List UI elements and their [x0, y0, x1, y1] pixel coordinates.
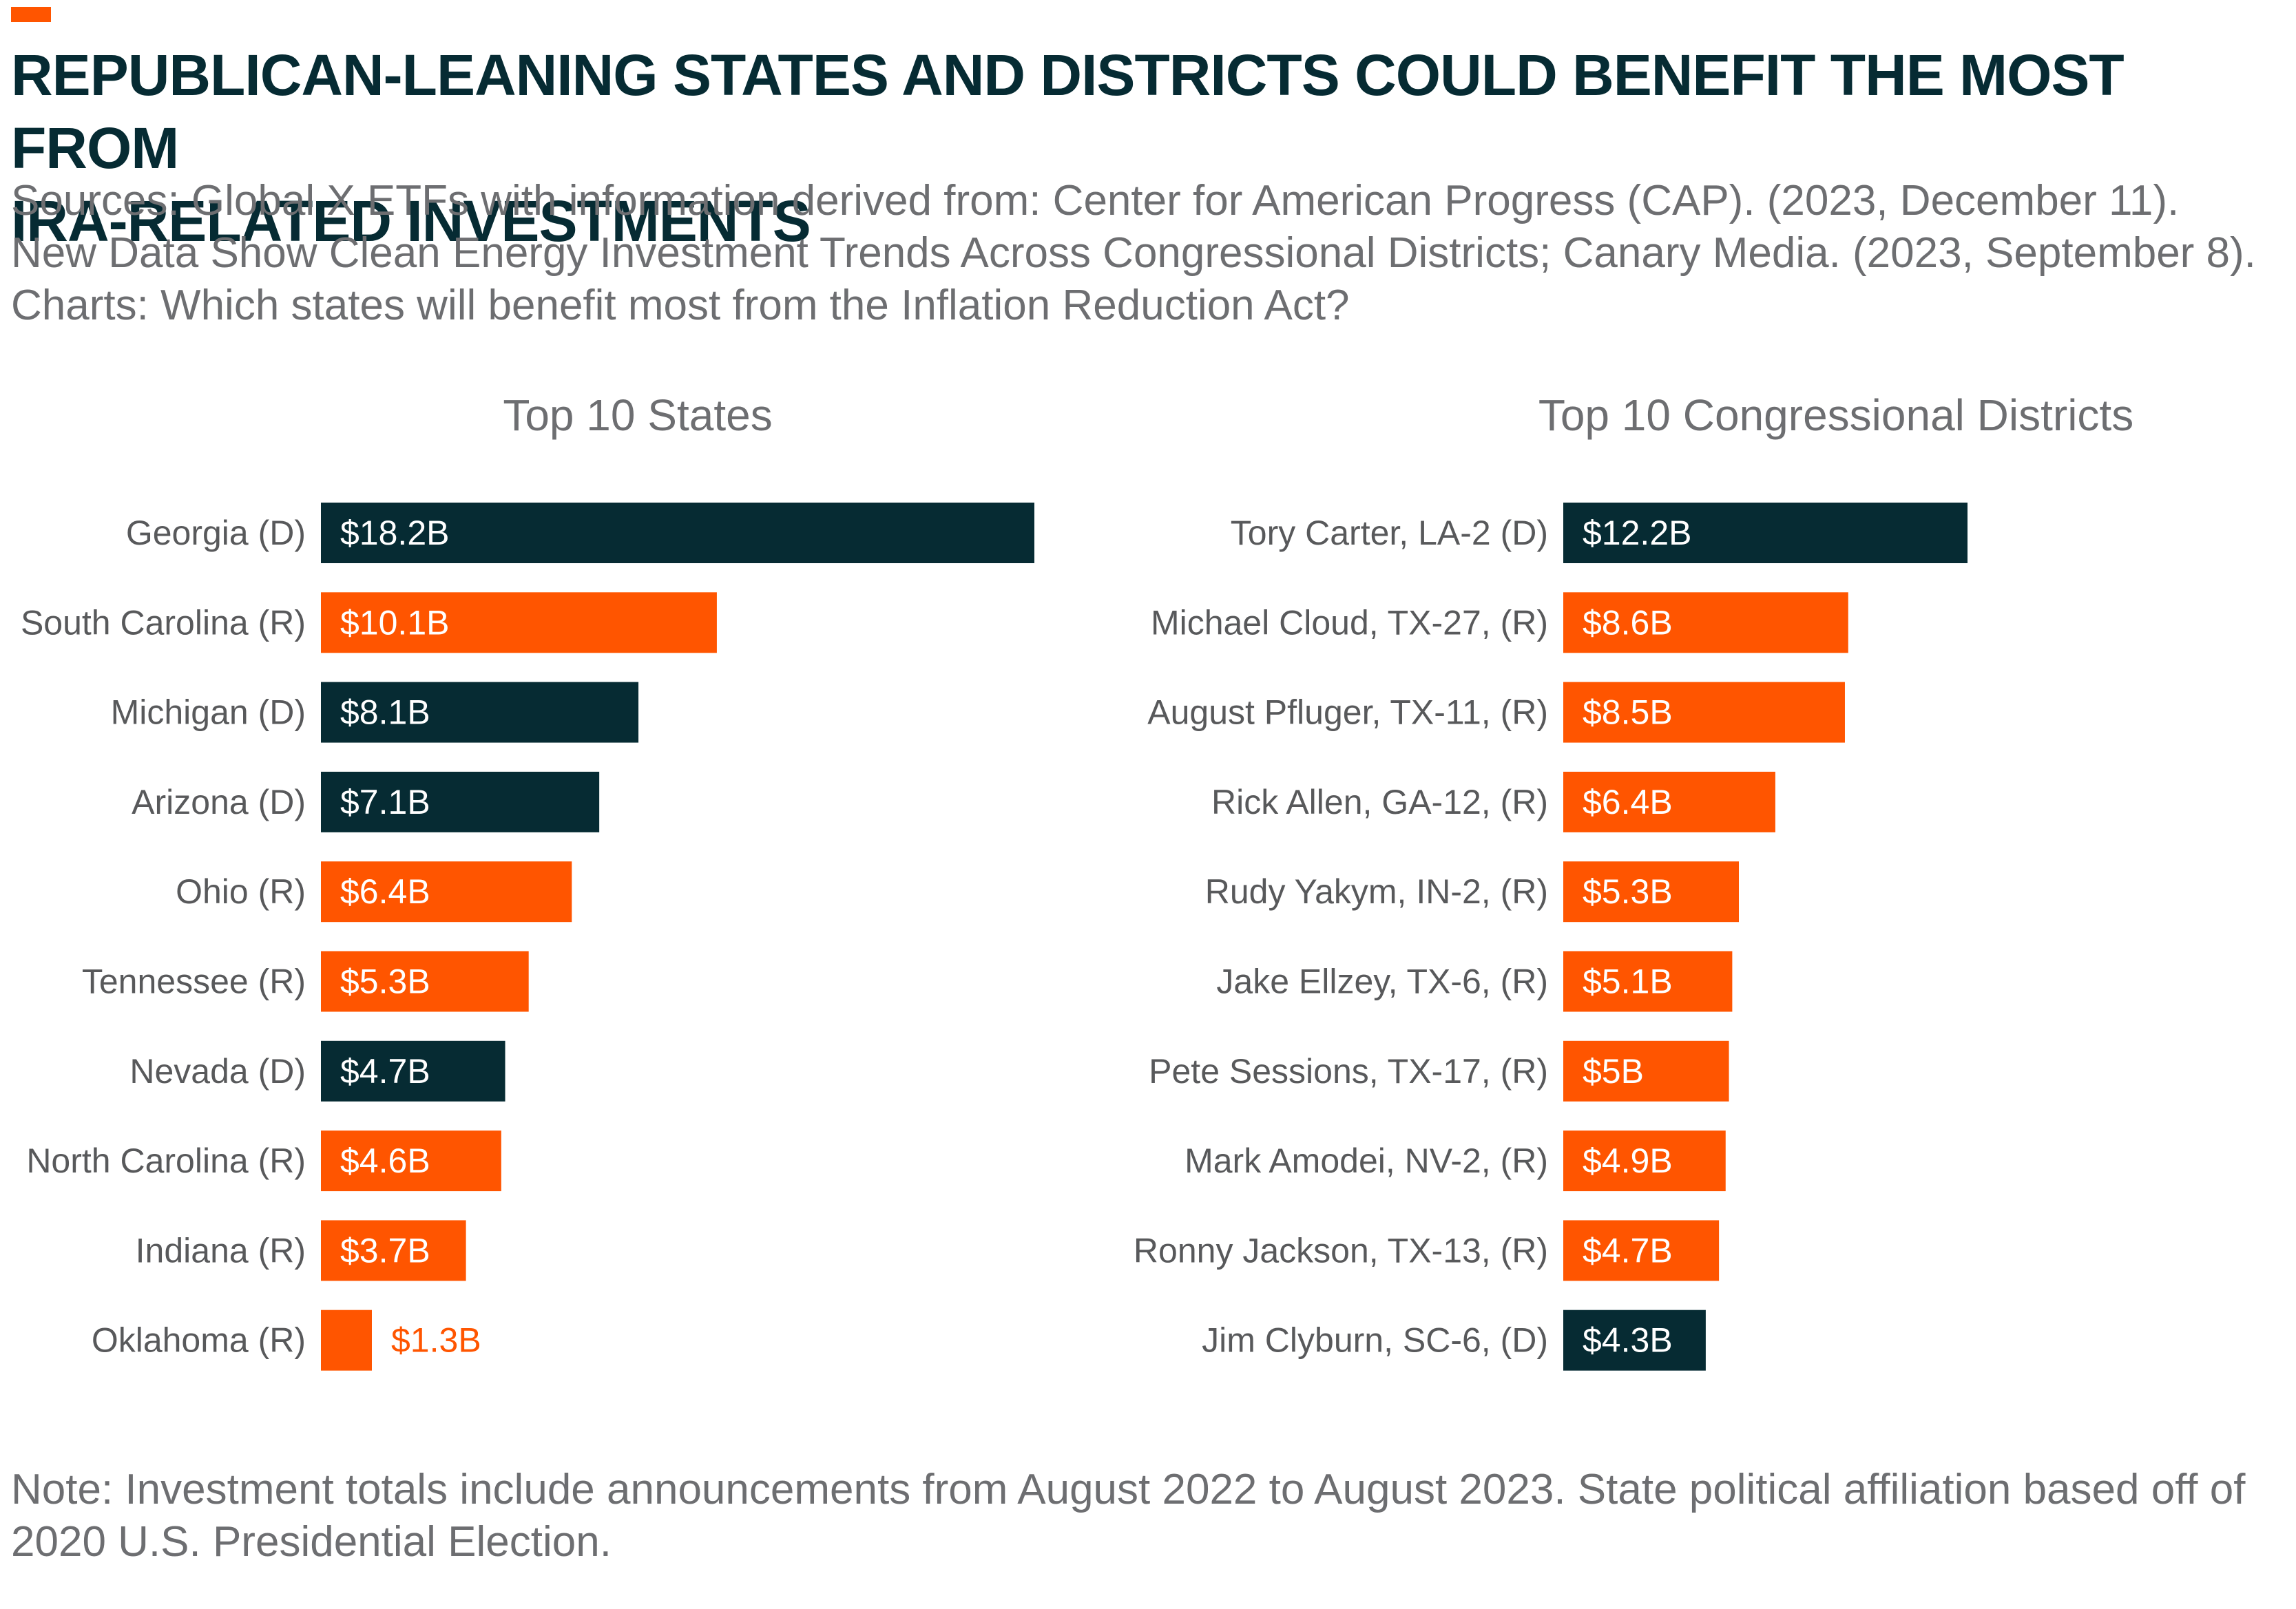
value-label: $6.4B — [340, 872, 430, 911]
value-label: $8.5B — [1583, 693, 1673, 732]
category-label: Michael Cloud, TX-27, (R) — [1151, 603, 1548, 642]
category-label: August Pfluger, TX-11, (R) — [1147, 693, 1548, 732]
value-label: $12.2B — [1583, 514, 1691, 552]
category-label: Pete Sessions, TX-17, (R) — [1149, 1052, 1548, 1091]
bar — [1563, 682, 1845, 743]
category-label: Michigan (D) — [111, 693, 306, 732]
sources-text: Sources: Global X ETFs with information … — [11, 175, 2284, 332]
bar — [1563, 951, 1733, 1012]
value-label: $5B — [1583, 1052, 1644, 1091]
value-label: $5.1B — [1583, 963, 1673, 1001]
bar — [1563, 861, 1740, 923]
category-label: Rudy Yakym, IN-2, (R) — [1205, 872, 1548, 911]
value-label: $4.3B — [1583, 1321, 1673, 1360]
accent-bar — [11, 7, 51, 22]
value-label: $18.2B — [340, 514, 449, 552]
category-label: Jake Ellzey, TX-6, (R) — [1216, 963, 1548, 1001]
bar — [321, 1130, 501, 1192]
chart-title-line-2: IRA-RELATED INVESTMENTS — [11, 189, 811, 253]
bar — [1563, 771, 1775, 832]
bar — [321, 682, 639, 743]
bar — [321, 503, 1034, 563]
sources-line-3: Charts: Which states will benefit most f… — [11, 282, 1350, 329]
bar — [321, 592, 717, 653]
category-label: North Carolina (R) — [26, 1142, 306, 1180]
bar — [321, 1310, 372, 1371]
bar — [321, 771, 600, 832]
category-label: Indiana (R) — [136, 1231, 306, 1270]
value-label: $5.3B — [340, 963, 430, 1001]
states-bar-chart: Georgia (D) $18.2B South Carolina (R) $10.1… — [21, 503, 1034, 1371]
sources-line-1: Sources: Global X ETFs with information … — [11, 177, 2180, 224]
category-label: Arizona (D) — [132, 783, 306, 821]
value-label: $4.7B — [1583, 1231, 1673, 1270]
bar — [1563, 1310, 1706, 1371]
bar — [1563, 503, 1968, 563]
districts-panel-title: Top 10 Congressional Districts — [1538, 390, 2134, 440]
bar — [321, 861, 572, 923]
bar — [1563, 1130, 1726, 1192]
category-label: Ronny Jackson, TX-13, (R) — [1134, 1231, 1548, 1270]
districts-bar-chart: Tory Carter, LA-2 (D) $12.2B Michael Cloud… — [1134, 503, 1968, 1371]
value-label: $1.3B — [391, 1321, 481, 1360]
bar — [321, 1040, 505, 1102]
value-label: $10.1B — [340, 603, 449, 642]
category-label: Tennessee (R) — [82, 963, 306, 1001]
category-label: Nevada (D) — [129, 1052, 306, 1091]
value-label: $4.9B — [1583, 1142, 1673, 1180]
value-label: $5.3B — [1583, 872, 1673, 911]
category-label: Oklahoma (R) — [92, 1321, 306, 1360]
value-label: $6.4B — [1583, 783, 1673, 821]
value-label: $4.6B — [340, 1142, 430, 1180]
category-label: Rick Allen, GA-12, (R) — [1211, 783, 1548, 821]
value-label: $3.7B — [340, 1231, 430, 1270]
category-label: South Carolina (R) — [21, 603, 306, 642]
category-label: Mark Amodei, NV-2, (R) — [1184, 1142, 1548, 1180]
value-label: $8.6B — [1583, 603, 1673, 642]
footnote-line-2: 2020 U.S. Presidential Election. — [11, 1518, 612, 1566]
value-label: $8.1B — [340, 693, 430, 732]
value-label: $4.7B — [340, 1052, 430, 1091]
bar — [1563, 592, 1848, 653]
chart-title-line-1: REPUBLICAN-LEANING STATES AND DISTRICTS … — [11, 43, 2125, 180]
category-label: Tory Carter, LA-2 (D) — [1231, 514, 1548, 552]
category-label: Georgia (D) — [126, 514, 306, 552]
bar — [1563, 1040, 1729, 1102]
chart-title: REPUBLICAN-LEANING STATES AND DISTRICTS … — [11, 39, 2270, 257]
bar — [321, 951, 529, 1012]
states-panel-title: Top 10 States — [503, 390, 773, 440]
sources-line-2: New Data Show Clean Energy Investment Tr… — [11, 229, 2256, 277]
value-label: $7.1B — [340, 783, 430, 821]
footnote: Note: Investment totals include announce… — [11, 1464, 2284, 1568]
bar — [1563, 1220, 1720, 1281]
category-label: Ohio (R) — [176, 872, 306, 911]
footnote-line-1: Note: Investment totals include announce… — [11, 1466, 2246, 1513]
bar — [321, 1220, 466, 1281]
category-label: Jim Clyburn, SC-6, (D) — [1202, 1321, 1548, 1360]
